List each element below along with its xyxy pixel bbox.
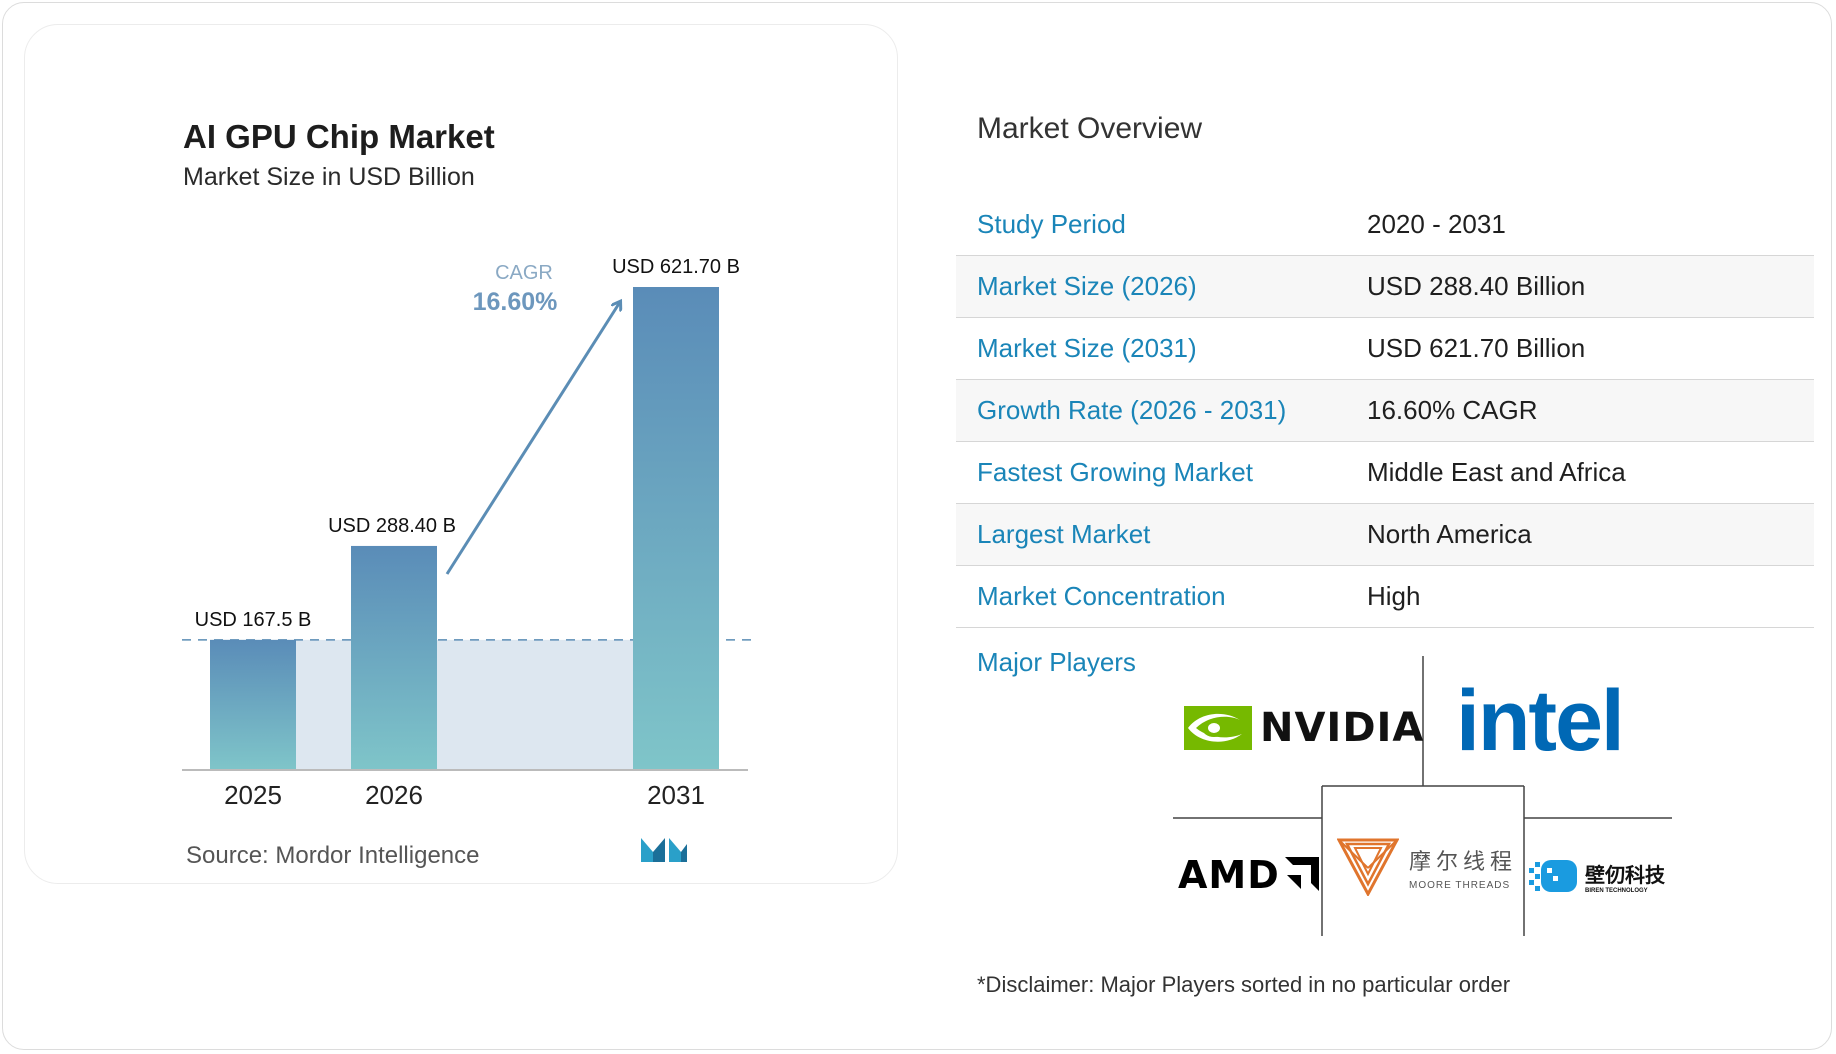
overview-row-label: Market Size (2026) [977, 271, 1197, 301]
nvidia-logo: NVIDIA [1184, 705, 1424, 751]
nvidia-wordmark: NVIDIA [1260, 705, 1425, 751]
cagr-label: CAGR [495, 262, 553, 284]
x-tick-label: 2026 [365, 780, 423, 810]
x-tick-label: 2031 [647, 780, 705, 810]
overview-row-value: USD 621.70 Billion [1367, 333, 1586, 363]
overview-row-value: North America [1367, 519, 1532, 549]
intel-wordmark: intel [1456, 673, 1625, 769]
chart-title: AI GPU Chip Market [183, 118, 495, 155]
moore-threads-logo: 摩尔线程 MOORE THREADS [1337, 838, 1517, 896]
overview-row-value: Middle East and Africa [1367, 457, 1626, 487]
overview-row: Market Concentration High [956, 566, 1814, 628]
amd-logo: AMD [1178, 853, 1319, 897]
overview-row-value: 16.60% CAGR [1367, 395, 1538, 425]
cagr-value: 16.60% [473, 288, 558, 316]
overview-row-value: High [1367, 581, 1421, 611]
overview-row-value: 2020 - 2031 [1367, 209, 1506, 239]
overview-row: Growth Rate (2026 - 2031) 16.60% CAGR [956, 380, 1814, 442]
overview-row: Market Size (2026) USD 288.40 Billion [956, 256, 1814, 318]
nvidia-eye-icon [1184, 706, 1252, 750]
biren-cn: 壁仞科技 [1585, 864, 1665, 887]
bar [210, 639, 296, 770]
overview-row: Largest Market North America [956, 504, 1814, 566]
overview-row-label: Growth Rate (2026 - 2031) [977, 395, 1287, 425]
bar-value-label: USD 167.5 B [195, 609, 312, 631]
overview-row: Fastest Growing Market Middle East and Af… [956, 442, 1814, 504]
amd-arrow-icon [1284, 857, 1319, 891]
bar-value-label: USD 621.70 B [612, 256, 740, 278]
x-tick-label: 2025 [224, 780, 282, 810]
overview-row-label: Largest Market [977, 519, 1151, 549]
amd-wordmark: AMD [1178, 853, 1280, 897]
chart-subtitle: Market Size in USD Billion [183, 163, 475, 191]
moore-threads-en: MOORE THREADS [1409, 879, 1511, 891]
bar [633, 287, 719, 770]
bar [351, 545, 437, 770]
overview-row-label: Fastest Growing Market [977, 457, 1253, 487]
biren-logo: 壁仞科技 BIREN TECHNOLOGY [1527, 858, 1665, 894]
major-players-label: Major Players [977, 647, 1136, 677]
intel-logo: intel [1456, 672, 1625, 771]
biren-en: BIREN TECHNOLOGY [1585, 887, 1648, 894]
mordor-logo-icon [641, 838, 687, 862]
moore-threads-cn: 摩尔线程 [1409, 848, 1518, 874]
overview-row: Market Size (2031) USD 621.70 Billion [956, 318, 1814, 380]
overview-row: Study Period 2020 - 2031 [956, 194, 1814, 256]
overview-row-label: Market Size (2031) [977, 333, 1197, 363]
cagr-arrow [445, 302, 620, 575]
chart-source: Source: Mordor Intelligence [186, 842, 480, 869]
overview-title: Market Overview [977, 112, 1203, 145]
disclaimer: *Disclaimer: Major Players sorted in no … [977, 972, 1511, 997]
overview-row-label: Market Concentration [977, 581, 1226, 611]
bar-value-label: USD 288.40 B [328, 515, 456, 537]
moore-threads-icon [1337, 838, 1399, 896]
overview-table: Study Period 2020 - 2031 Market Size (2026… [956, 194, 1814, 628]
bar-chart: USD 167.5 B 2025 USD 288.40 B 2026 USD 621.7… [182, 256, 752, 810]
overview-row-value: USD 288.40 Billion [1367, 271, 1586, 301]
overview-row-label: Study Period [977, 209, 1126, 239]
biren-icon [1529, 860, 1577, 892]
